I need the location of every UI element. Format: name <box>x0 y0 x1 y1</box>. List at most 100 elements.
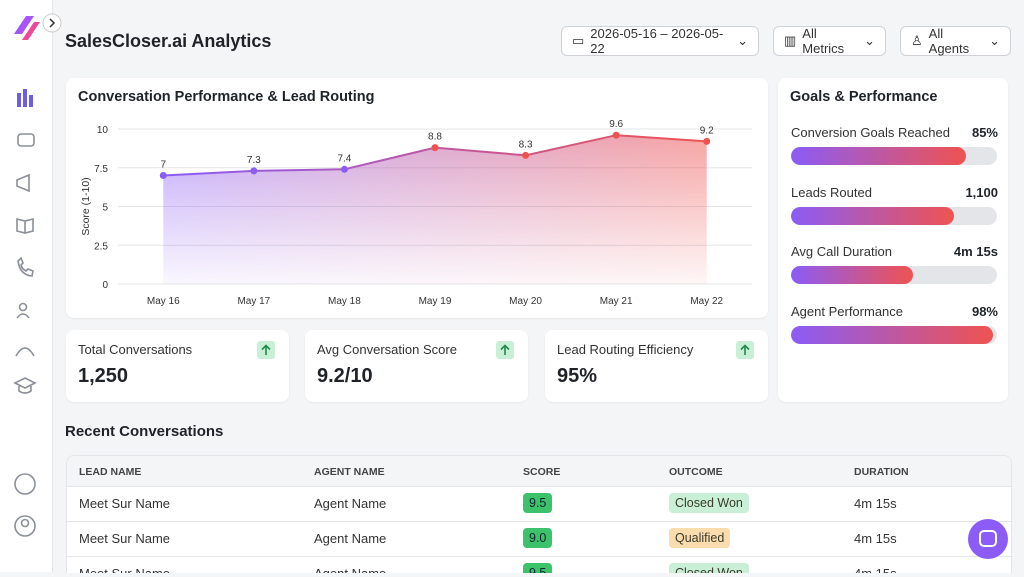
goal-label: Agent Performance <box>791 303 904 319</box>
point <box>612 131 620 139</box>
table: LEAD NAME AGENT NAME SCORE OUTCOME DURATION M… <box>66 455 1012 573</box>
point <box>250 167 258 175</box>
table-header <box>67 456 1011 487</box>
score-badge: 9.0 <box>523 528 553 548</box>
cell: Agent Name <box>314 531 387 546</box>
outcome-badge: Closed Won <box>669 563 749 573</box>
x-tick-label: May 22 <box>690 296 723 307</box>
outcome-badge: Qualified <box>669 528 731 548</box>
data-label: 8.3 <box>519 139 533 150</box>
x-tick-label: May 20 <box>509 296 542 307</box>
table-row <box>67 486 1011 522</box>
goal-label: Conversion Goals Reached <box>791 125 950 140</box>
chat-button[interactable] <box>968 519 1008 559</box>
cell: 4m 15s <box>854 566 897 573</box>
bot-icon[interactable] <box>17 133 35 147</box>
goal-track <box>791 266 997 284</box>
book-icon[interactable] <box>16 217 34 234</box>
outcome-badge: Closed Won <box>669 493 749 513</box>
filter-label: All Agents <box>928 26 970 56</box>
trend-icon <box>496 341 514 359</box>
y-axis-label: Score (1-10) <box>80 177 92 235</box>
arrow <box>261 344 271 355</box>
score-badge: 9.5 <box>523 493 553 513</box>
profile-icon[interactable] <box>14 515 36 537</box>
goal-label: Avg Call Duration <box>791 244 892 259</box>
stat-card: Avg Conversation Score 9.2/10 <box>305 330 528 402</box>
x-tick-label: May 16 <box>147 296 180 307</box>
column-header: DURATION <box>854 466 909 478</box>
x-tick-label: May 17 <box>237 296 270 307</box>
trend-icon <box>736 341 754 359</box>
filter-label: All Metrics <box>802 26 845 56</box>
y-tick-label: 0 <box>102 280 108 291</box>
expand-sidebar[interactable] <box>42 13 62 33</box>
chevron: ⌄ <box>989 33 1000 48</box>
help-icon[interactable] <box>14 473 36 495</box>
column-header: AGENT NAME <box>314 466 385 478</box>
point <box>703 137 711 145</box>
stat-label: Lead Routing Efficiency <box>557 342 694 357</box>
icon: ▭ <box>572 33 585 48</box>
cell: Meet Sur Name <box>79 566 170 573</box>
goal-track <box>791 325 997 344</box>
stat-label: Total Conversations <box>78 342 193 357</box>
training-icon[interactable] <box>13 377 37 394</box>
icon: ▥ <box>784 33 797 48</box>
arrow <box>740 344 750 355</box>
point <box>522 151 530 159</box>
goal-value: 1,100 <box>965 184 998 200</box>
metrics-filter[interactable]: ▥ All Metrics ⌄ <box>773 26 886 56</box>
analytics-icon[interactable] <box>17 89 33 107</box>
goal-bar <box>791 206 954 225</box>
chart-title: Conversation Performance & Lead Routing <box>78 89 375 105</box>
stat-label: Avg Conversation Score <box>317 342 457 357</box>
sidebar-icons <box>13 16 40 537</box>
page-title: SalesCloser.ai Analytics <box>65 31 272 51</box>
column-header: LEAD NAME <box>79 466 142 478</box>
cell: 4m 15s <box>854 496 897 511</box>
x-tick-label: May 19 <box>419 296 452 307</box>
stat-card: Total Conversations 1,250 <box>66 330 289 402</box>
data-label: 7.3 <box>247 155 261 166</box>
chevron: ⌄ <box>864 33 875 48</box>
table-title: Recent Conversations <box>65 423 224 440</box>
stat-card: Lead Routing Efficiency 95% <box>545 330 768 402</box>
point <box>340 165 348 173</box>
cell: 4m 15s <box>854 531 897 546</box>
filter-label: 2026-05-16 – 2026-05-22 <box>590 26 724 56</box>
agents-filter[interactable]: ♙ All Agents ⌄ <box>900 26 1011 56</box>
team-icon[interactable] <box>18 302 28 312</box>
icon: ♙ <box>911 33 923 48</box>
phone-icon[interactable] <box>17 256 34 277</box>
data-label: 7 <box>161 160 167 171</box>
goal-value: 85% <box>971 125 998 140</box>
campaign-icon[interactable] <box>16 173 30 193</box>
logo <box>22 22 40 40</box>
y-tick-label: 7.5 <box>94 164 108 175</box>
stat-value: 1,250 <box>78 365 129 387</box>
goal-value: 98% <box>971 303 998 319</box>
x-tick-label: May 18 <box>328 296 361 307</box>
stat-value: 9.2/10 <box>317 365 373 387</box>
sidebar <box>0 0 53 572</box>
data-label: 7.4 <box>337 153 351 164</box>
point <box>431 144 439 152</box>
goal-bar <box>791 147 967 165</box>
goal-bar <box>791 325 993 344</box>
score-badge: 9.5 <box>523 563 553 573</box>
date-filter[interactable]: ▭ 2026-05-16 – 2026-05-22 ⌄ <box>561 26 759 56</box>
point <box>159 172 167 179</box>
y-tick-label: 5 <box>102 203 108 214</box>
column-header: OUTCOME <box>669 466 723 478</box>
chart: 0 2.5 5 7.5 10 Score (1-10) 7 May 16 7.3 May 17 7.… <box>80 119 752 307</box>
area <box>163 135 707 284</box>
chart-card: Conversation Performance & Lead Routing … <box>66 78 768 318</box>
goal-track <box>791 147 997 165</box>
y-tick-label: 10 <box>97 125 109 136</box>
cell: Meet Sur Name <box>79 496 171 511</box>
speed-icon[interactable] <box>15 347 35 357</box>
goals-title: Goals & Performance <box>790 89 938 105</box>
x-tick-label: May 21 <box>600 296 633 307</box>
